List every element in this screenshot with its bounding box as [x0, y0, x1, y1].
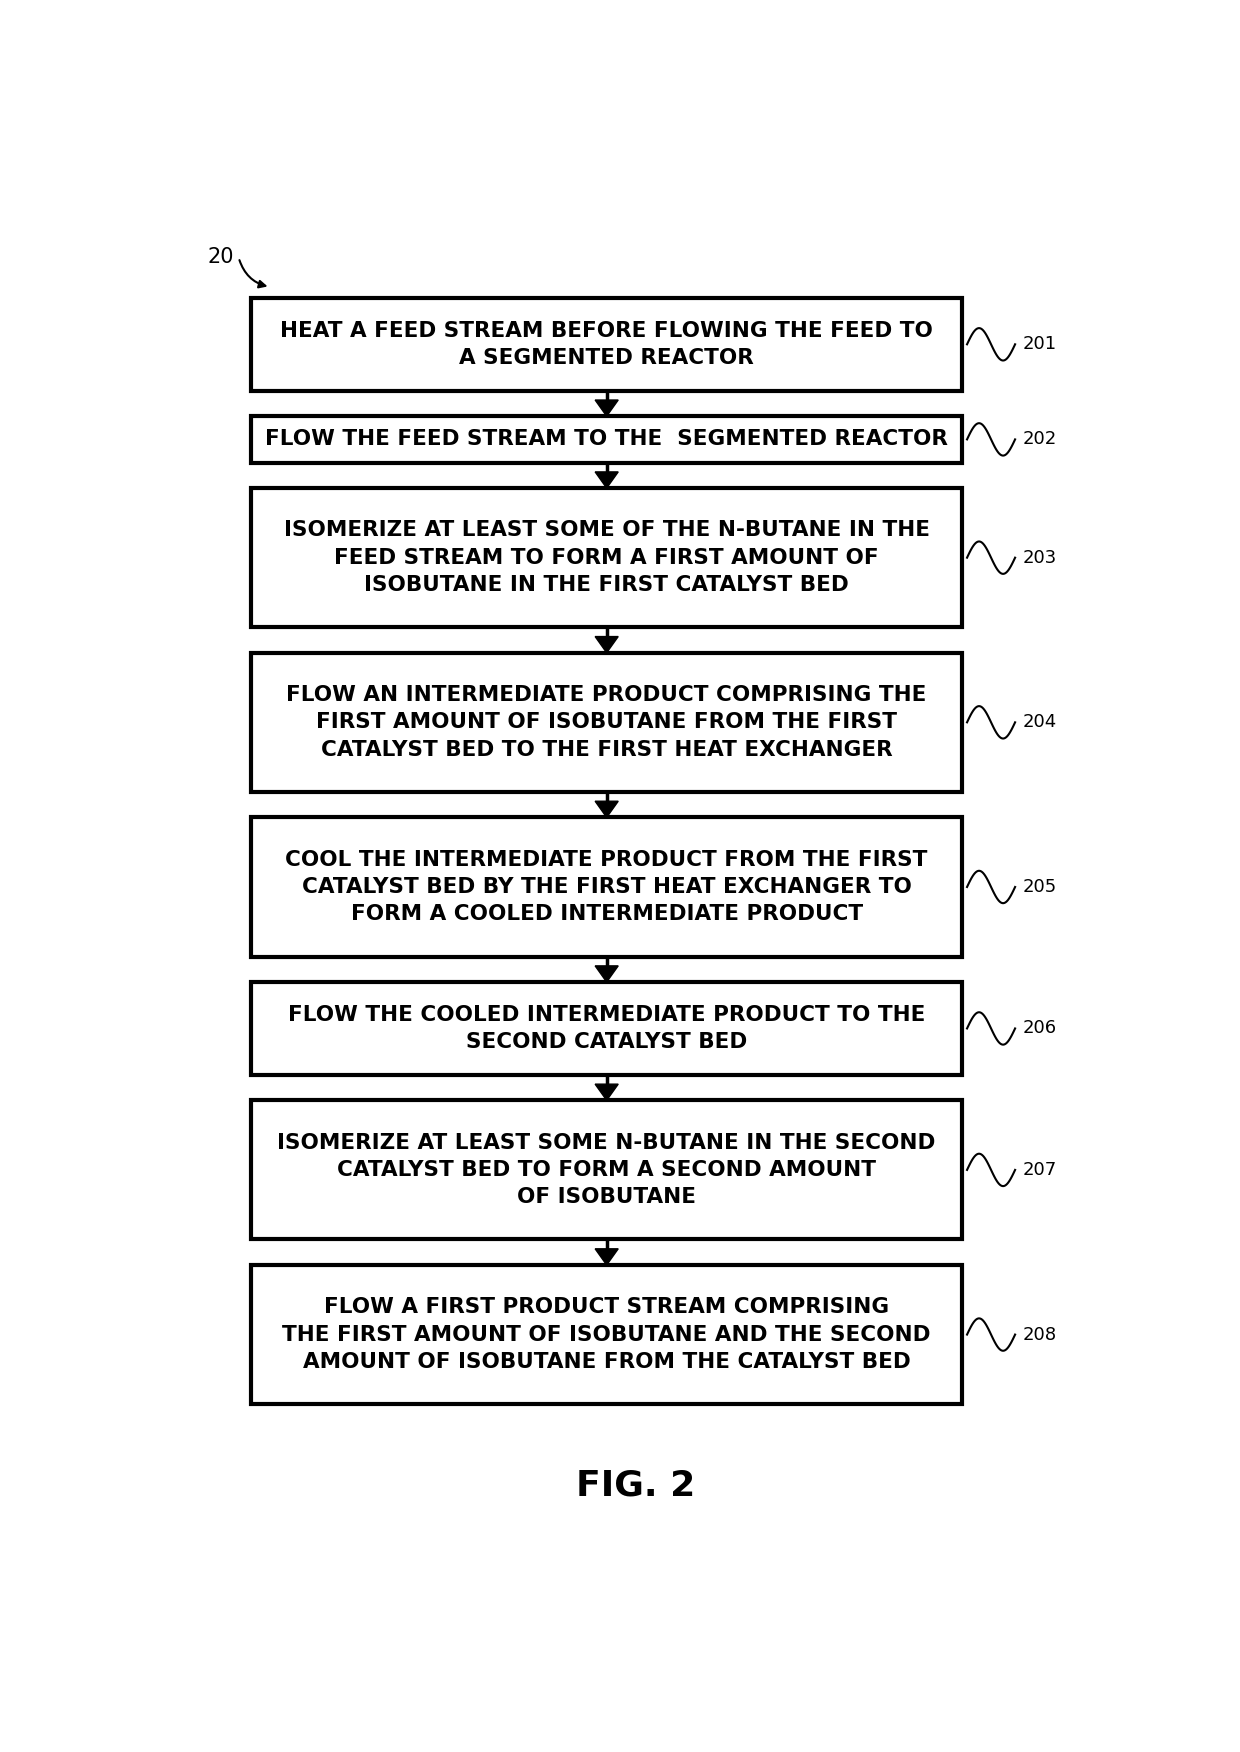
Text: HEAT A FEED STREAM BEFORE FLOWING THE FEED TO
A SEGMENTED REACTOR: HEAT A FEED STREAM BEFORE FLOWING THE FE… — [280, 321, 934, 368]
Text: FLOW AN INTERMEDIATE PRODUCT COMPRISING THE
FIRST AMOUNT OF ISOBUTANE FROM THE F: FLOW AN INTERMEDIATE PRODUCT COMPRISING … — [286, 685, 926, 760]
Bar — [250, 1265, 962, 1403]
Bar — [250, 417, 962, 463]
Text: FLOW A FIRST PRODUCT STREAM COMPRISING
THE FIRST AMOUNT OF ISOBUTANE AND THE SEC: FLOW A FIRST PRODUCT STREAM COMPRISING T… — [283, 1298, 931, 1372]
Text: 20: 20 — [208, 247, 234, 268]
Bar — [250, 818, 962, 957]
Polygon shape — [595, 636, 619, 653]
Text: COOL THE INTERMEDIATE PRODUCT FROM THE FIRST
CATALYST BED BY THE FIRST HEAT EXCH: COOL THE INTERMEDIATE PRODUCT FROM THE F… — [285, 850, 928, 925]
Bar — [250, 489, 962, 627]
Polygon shape — [595, 1084, 619, 1100]
Text: 203: 203 — [1023, 548, 1056, 566]
Polygon shape — [595, 399, 619, 417]
Text: FLOW THE FEED STREAM TO THE  SEGMENTED REACTOR: FLOW THE FEED STREAM TO THE SEGMENTED RE… — [265, 429, 949, 450]
Text: ISOMERIZE AT LEAST SOME N-BUTANE IN THE SECOND
CATALYST BED TO FORM A SECOND AMO: ISOMERIZE AT LEAST SOME N-BUTANE IN THE … — [278, 1134, 936, 1207]
Polygon shape — [595, 471, 619, 489]
Polygon shape — [595, 965, 619, 983]
Text: 207: 207 — [1023, 1162, 1056, 1179]
Text: 206: 206 — [1023, 1020, 1056, 1037]
Text: FIG. 2: FIG. 2 — [575, 1468, 696, 1501]
Text: 201: 201 — [1023, 335, 1056, 354]
Bar — [250, 1100, 962, 1239]
Bar — [250, 983, 962, 1074]
Text: 204: 204 — [1023, 713, 1056, 731]
Text: 202: 202 — [1023, 431, 1056, 449]
Bar — [250, 653, 962, 792]
Polygon shape — [595, 801, 619, 818]
Polygon shape — [595, 1249, 619, 1265]
Text: ISOMERIZE AT LEAST SOME OF THE N-BUTANE IN THE
FEED STREAM TO FORM A FIRST AMOUN: ISOMERIZE AT LEAST SOME OF THE N-BUTANE … — [284, 520, 930, 596]
Text: 205: 205 — [1023, 878, 1056, 895]
Bar — [250, 298, 962, 391]
Text: FLOW THE COOLED INTERMEDIATE PRODUCT TO THE
SECOND CATALYST BED: FLOW THE COOLED INTERMEDIATE PRODUCT TO … — [288, 1006, 925, 1051]
Text: 208: 208 — [1023, 1326, 1056, 1344]
